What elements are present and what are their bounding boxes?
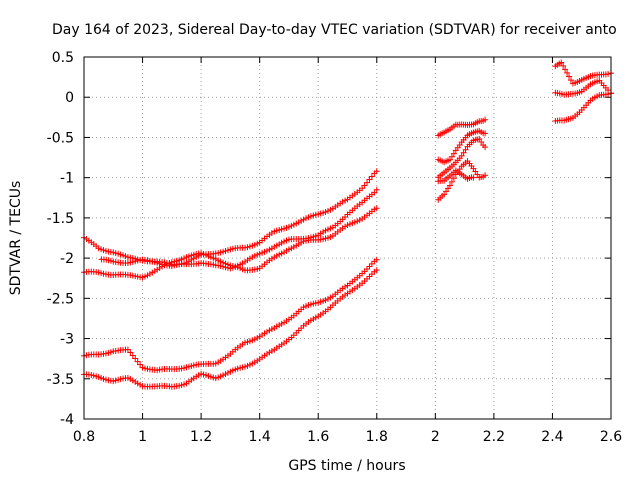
- point: [476, 135, 483, 142]
- point: [605, 71, 612, 78]
- y-tick-label: -2.5: [47, 291, 74, 307]
- x-tick-label: 1.4: [249, 429, 271, 445]
- x-axis-title: GPS time / hours: [288, 458, 405, 474]
- point: [373, 205, 380, 212]
- y-tick-label: -0.5: [47, 130, 74, 146]
- point: [366, 176, 373, 183]
- series-s5: [81, 267, 380, 390]
- point: [482, 116, 489, 123]
- point: [446, 156, 453, 163]
- x-tick-label: 1.6: [307, 429, 329, 445]
- x-tick-label: 0.8: [73, 429, 95, 445]
- point: [373, 168, 380, 175]
- x-axis: 0.8 1 1.2 1.4 1.6 1.8 2 2.2 2.4 2.6: [73, 429, 622, 445]
- point: [134, 358, 141, 365]
- point: [458, 152, 465, 159]
- point: [368, 173, 375, 180]
- y-tick-label: -2: [60, 251, 74, 267]
- y-tick-label: 0.5: [52, 50, 74, 66]
- y-tick-label: -3.5: [47, 372, 74, 388]
- series-s8: [435, 135, 489, 181]
- x-tick-label: 1.2: [190, 429, 212, 445]
- series-s6: [435, 116, 489, 139]
- point: [470, 174, 477, 181]
- point: [132, 355, 139, 362]
- point: [482, 130, 489, 137]
- point: [460, 149, 467, 156]
- y-tick-label: -3: [60, 332, 74, 348]
- x-tick-label: 1: [138, 429, 147, 445]
- point: [562, 66, 569, 73]
- x-tick-label: 1.8: [366, 429, 388, 445]
- point: [560, 62, 567, 69]
- y-axis: 0.5 0 -0.5 -1 -1.5 -2 -2.5 -3 -3.5 -4: [47, 50, 74, 428]
- point: [478, 139, 485, 146]
- y-tick-label: -4: [60, 412, 74, 428]
- series-s3: [98, 186, 380, 272]
- x-tick-label: 2: [431, 429, 440, 445]
- series-s12: [552, 77, 614, 98]
- point: [566, 73, 573, 80]
- point: [474, 171, 481, 178]
- x-tick-label: 2.4: [541, 429, 563, 445]
- x-tick-label: 2.2: [483, 429, 505, 445]
- plot-frame: [83, 56, 612, 420]
- series-s4: [81, 256, 380, 374]
- y-tick-label: 0: [65, 90, 74, 106]
- series-s7: [435, 127, 489, 166]
- point: [129, 352, 136, 359]
- series-s10: [435, 167, 477, 185]
- series-s13: [552, 90, 614, 124]
- point: [605, 91, 612, 98]
- point: [373, 267, 380, 274]
- point: [448, 153, 455, 160]
- y-tick-label: -1.5: [47, 211, 74, 227]
- point: [482, 172, 489, 179]
- point: [450, 150, 457, 157]
- series-s1: [81, 168, 380, 268]
- chart-title: Day 164 of 2023, Sidereal Day-to-day VTE…: [52, 22, 617, 38]
- y-axis-title: SDTVAR / TECUs: [8, 181, 24, 296]
- series-s11: [552, 59, 614, 87]
- point: [462, 146, 469, 153]
- point: [558, 59, 565, 66]
- axis-ticks: [83, 56, 612, 420]
- point: [373, 256, 380, 263]
- point: [567, 77, 574, 84]
- point: [564, 69, 571, 76]
- point: [448, 178, 455, 185]
- point: [441, 191, 448, 198]
- point: [373, 186, 380, 193]
- point: [482, 144, 489, 151]
- point: [450, 175, 457, 182]
- x-tick-label: 2.6: [600, 429, 622, 445]
- point: [364, 179, 371, 186]
- data-marks: [81, 59, 614, 390]
- grid: [84, 57, 611, 419]
- y-tick-label: -1: [60, 171, 74, 187]
- point: [446, 182, 453, 189]
